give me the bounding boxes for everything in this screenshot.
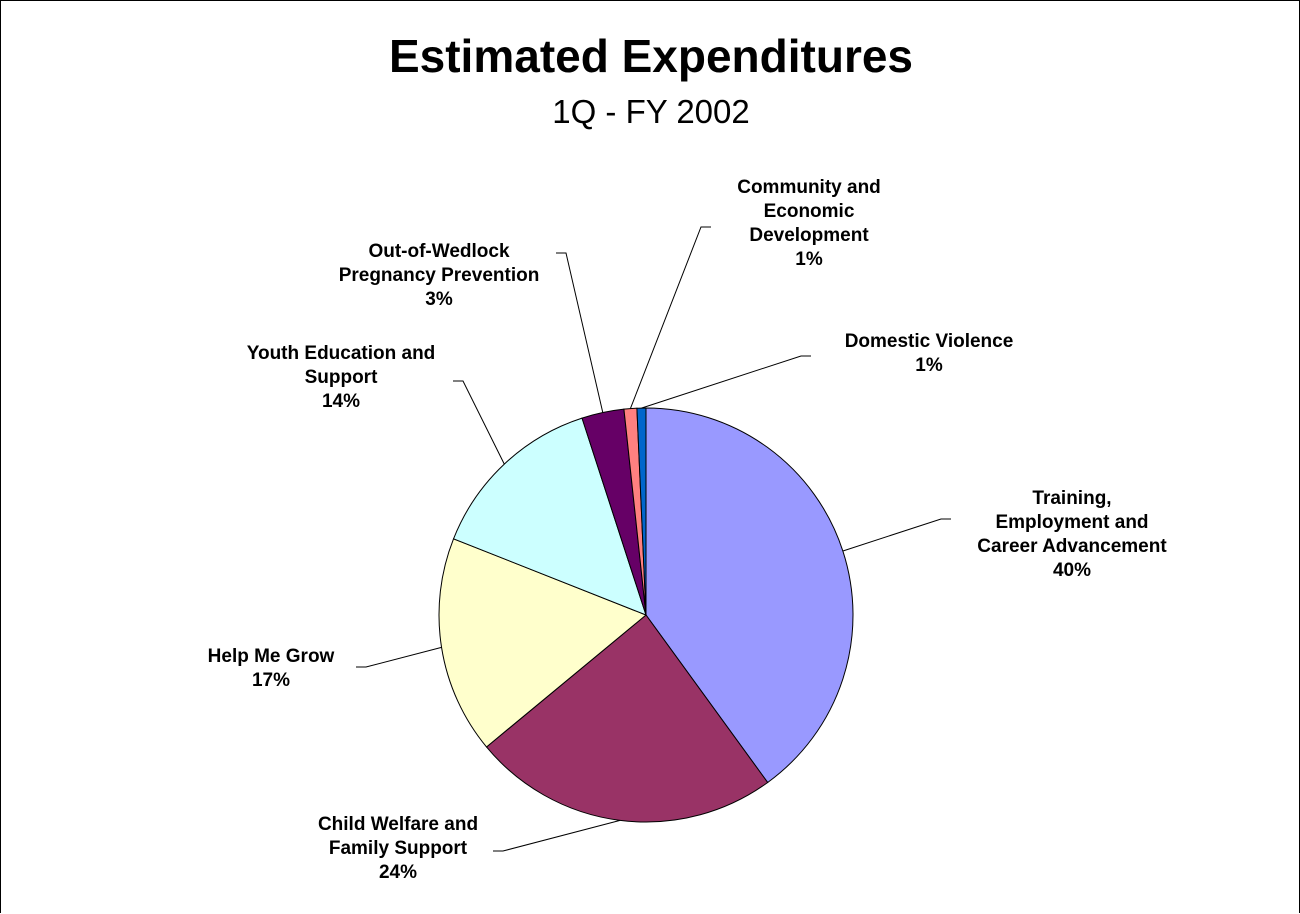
chart-subtitle: 1Q - FY 2002 — [552, 93, 750, 130]
leader-line — [356, 646, 442, 668]
slice-category-label: Domestic Violence — [845, 331, 1014, 352]
slice-percent-label: 1% — [915, 355, 943, 376]
slice-category-label: Training, — [1032, 488, 1111, 509]
slice-category-label: Support — [305, 367, 378, 388]
slice-category-label: Youth Education and — [247, 343, 436, 364]
leader-line — [493, 819, 621, 852]
slice-labels: Training, Employment and Career Advancemen… — [208, 177, 1168, 883]
slice-category-label: Career Advancement — [977, 536, 1167, 557]
pie-slice-training-employment-and-career-advancement — [645, 407, 854, 784]
slice-percent-label: 17% — [252, 670, 290, 691]
chart-title: Estimated Expenditures — [388, 30, 914, 82]
leader-line — [556, 252, 604, 413]
pie-slices — [438, 407, 854, 823]
slice-category-label: Employment and — [995, 512, 1148, 533]
slice-category-label: Development — [749, 225, 869, 246]
slice-percent-label: 40% — [1053, 560, 1091, 581]
slice-percent-label: 24% — [379, 862, 417, 883]
slice-percent-label: 1% — [795, 249, 823, 270]
leader-line — [629, 226, 711, 409]
slice-category-label: Community and — [737, 177, 881, 198]
leader-lines — [356, 226, 951, 852]
slice-percent-label: 3% — [425, 289, 453, 310]
pie-slice-help-me-grow — [438, 538, 647, 748]
slice-percent-label: 14% — [322, 391, 360, 412]
slice-category-label: Economic — [764, 201, 855, 222]
leader-line — [641, 355, 811, 409]
slice-category-label: Out-of-Wedlock — [368, 241, 510, 262]
slice-category-label: Child Welfare and — [318, 814, 478, 835]
leader-line — [453, 380, 505, 465]
slice-category-label: Pregnancy Prevention — [339, 265, 540, 286]
leader-line — [842, 518, 951, 552]
slice-category-label: Family Support — [329, 838, 468, 859]
slice-category-label: Help Me Grow — [208, 646, 335, 667]
